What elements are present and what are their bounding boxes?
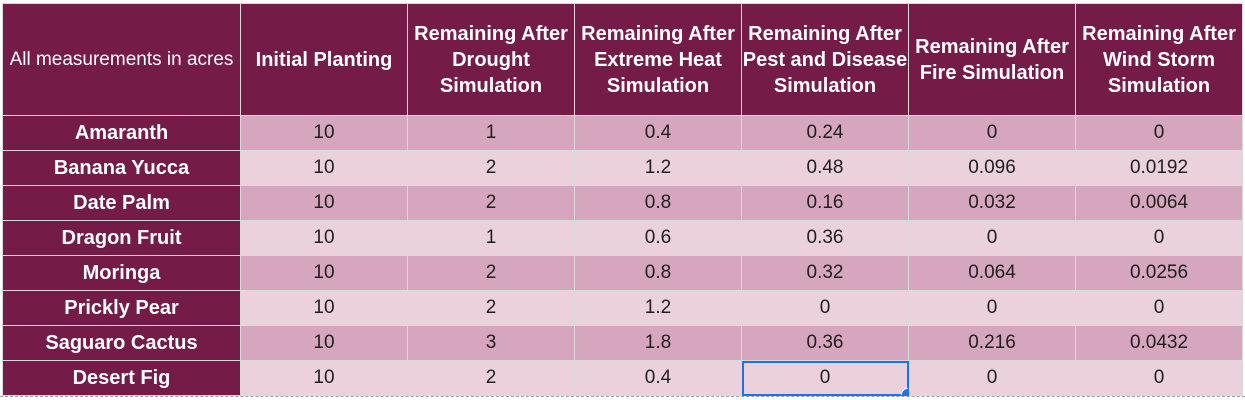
table-row: Saguaro Cactus 10 3 1.8 0.36 0.216 0.043… [2, 325, 1243, 361]
value-cell[interactable]: 10 [240, 150, 408, 186]
value-cell[interactable]: 2 [407, 360, 575, 396]
value-cell[interactable]: 1 [407, 115, 575, 151]
table-row: Date Palm 10 2 0.8 0.16 0.032 0.0064 [2, 185, 1243, 221]
value-cell[interactable]: 0.24 [741, 115, 909, 151]
value-cell[interactable]: 10 [240, 325, 408, 361]
value-cell[interactable]: 0 [908, 220, 1076, 256]
value-cell[interactable]: 10 [240, 290, 408, 326]
row-header-cell[interactable]: Dragon Fruit [2, 220, 241, 256]
row-header-cell[interactable]: Moringa [2, 255, 241, 291]
selected-cell[interactable]: 0 [741, 360, 909, 396]
value-cell[interactable]: 0.32 [741, 255, 909, 291]
page-break-line [0, 396, 1245, 397]
value-cell[interactable]: 2 [407, 255, 575, 291]
header-row: All measurements in acres Initial Planti… [2, 3, 1243, 116]
value-cell[interactable]: 10 [240, 185, 408, 221]
table-row: Prickly Pear 10 2 1.2 0 0 0 [2, 290, 1243, 326]
value-cell[interactable]: 0.0432 [1075, 325, 1243, 361]
table-row: Dragon Fruit 10 1 0.6 0.36 0 0 [2, 220, 1243, 256]
value-cell[interactable]: 0.064 [908, 255, 1076, 291]
value-cell[interactable]: 0.0256 [1075, 255, 1243, 291]
value-cell[interactable]: 0 [908, 115, 1076, 151]
column-header-drought[interactable]: Remaining After Drought Simulation [407, 3, 575, 116]
selected-cell-value: 0 [819, 367, 831, 388]
corner-header-cell[interactable]: All measurements in acres [2, 3, 241, 116]
column-header-initial-planting[interactable]: Initial Planting [240, 3, 408, 116]
value-cell[interactable]: 10 [240, 360, 408, 396]
value-cell[interactable]: 10 [240, 220, 408, 256]
value-cell[interactable]: 0 [1075, 115, 1243, 151]
data-table: All measurements in acres Initial Planti… [2, 3, 1243, 396]
row-header-cell[interactable]: Banana Yucca [2, 150, 241, 186]
value-cell[interactable]: 0.032 [908, 185, 1076, 221]
value-cell[interactable]: 0 [1075, 360, 1243, 396]
value-cell[interactable]: 0.16 [741, 185, 909, 221]
row-header-cell[interactable]: Desert Fig [2, 360, 241, 396]
value-cell[interactable]: 0.8 [574, 255, 742, 291]
table-row: Banana Yucca 10 2 1.2 0.48 0.096 0.0192 [2, 150, 1243, 186]
value-cell[interactable]: 0 [908, 360, 1076, 396]
row-header-cell[interactable]: Prickly Pear [2, 290, 241, 326]
value-cell[interactable]: 0.36 [741, 325, 909, 361]
value-cell[interactable]: 0.36 [741, 220, 909, 256]
row-header-cell[interactable]: Amaranth [2, 115, 241, 151]
value-cell[interactable]: 0.096 [908, 150, 1076, 186]
column-header-extreme-heat[interactable]: Remaining After Extreme Heat Simulation [574, 3, 742, 116]
table-row: Desert Fig 10 2 0.4 0 0 0 [2, 360, 1243, 396]
column-header-wind-storm[interactable]: Remaining After Wind Storm Simulation [1075, 3, 1243, 116]
row-header-cell[interactable]: Date Palm [2, 185, 241, 221]
value-cell[interactable]: 0.4 [574, 360, 742, 396]
value-cell[interactable]: 2 [407, 150, 575, 186]
value-cell[interactable]: 2 [407, 185, 575, 221]
value-cell[interactable]: 0.0064 [1075, 185, 1243, 221]
table-row: Moringa 10 2 0.8 0.32 0.064 0.0256 [2, 255, 1243, 291]
value-cell[interactable]: 1.2 [574, 150, 742, 186]
value-cell[interactable]: 0.0192 [1075, 150, 1243, 186]
row-header-cell[interactable]: Saguaro Cactus [2, 325, 241, 361]
value-cell[interactable]: 0 [741, 290, 909, 326]
table-row: Amaranth 10 1 0.4 0.24 0 0 [2, 115, 1243, 151]
value-cell[interactable]: 0.4 [574, 115, 742, 151]
value-cell[interactable]: 0 [908, 290, 1076, 326]
column-header-fire[interactable]: Remaining After Fire Simulation [908, 3, 1076, 116]
value-cell[interactable]: 0.8 [574, 185, 742, 221]
value-cell[interactable]: 0.48 [741, 150, 909, 186]
value-cell[interactable]: 0.6 [574, 220, 742, 256]
value-cell[interactable]: 10 [240, 255, 408, 291]
value-cell[interactable]: 0 [1075, 220, 1243, 256]
value-cell[interactable]: 1 [407, 220, 575, 256]
value-cell[interactable]: 1.8 [574, 325, 742, 361]
value-cell[interactable]: 2 [407, 290, 575, 326]
value-cell[interactable]: 3 [407, 325, 575, 361]
column-header-pest-disease[interactable]: Remaining After Pest and Disease Simulat… [741, 3, 909, 116]
value-cell[interactable]: 0 [1075, 290, 1243, 326]
value-cell[interactable]: 1.2 [574, 290, 742, 326]
value-cell[interactable]: 0.216 [908, 325, 1076, 361]
fill-handle[interactable] [901, 388, 908, 395]
value-cell[interactable]: 10 [240, 115, 408, 151]
